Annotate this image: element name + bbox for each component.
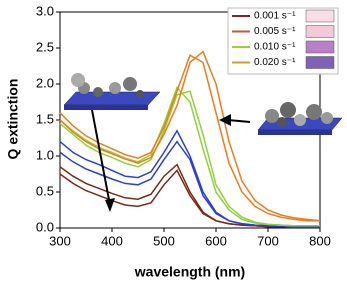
y-tick-label: 2.0 — [36, 75, 54, 90]
x-tick-label: 400 — [101, 233, 123, 248]
inset-left — [63, 73, 161, 110]
arrow — [227, 119, 251, 123]
legend-label: 0.010 s⁻¹ — [254, 42, 296, 53]
x-tick-label: 500 — [153, 233, 175, 248]
y-tick-label: 3.0 — [36, 3, 54, 18]
legend-swatch — [305, 56, 335, 69]
x-axis-label: wavelength (nm) — [134, 264, 245, 280]
x-tick-label: 300 — [49, 233, 71, 248]
series-line — [59, 50, 321, 222]
y-tick-label: 0.0 — [36, 219, 54, 234]
series-line — [59, 54, 320, 222]
y-tick-label: 2.5 — [36, 39, 54, 54]
y-axis-label: Q extinction — [5, 79, 21, 160]
y-tick-label: 0.5 — [36, 183, 54, 198]
series-line — [59, 140, 320, 228]
arrow-head — [219, 114, 231, 126]
legend-label: 0.005 s⁻¹ — [254, 26, 296, 37]
y-tick-label: 1.5 — [36, 111, 54, 126]
legend-swatch — [305, 25, 335, 38]
inset-right — [257, 102, 343, 135]
legend-swatch — [305, 40, 335, 54]
legend-label: 0.020 s⁻¹ — [254, 57, 296, 68]
y-tick-label: 1.0 — [36, 147, 54, 162]
series-line — [59, 169, 320, 229]
x-tick-label: 800 — [309, 233, 331, 248]
arrow-head — [105, 198, 115, 212]
series-line — [59, 86, 320, 227]
legend-swatch — [305, 9, 335, 23]
x-tick-label: 600 — [205, 233, 227, 248]
arrow — [91, 109, 111, 206]
legend-label: 0.001 s⁻¹ — [254, 11, 296, 22]
x-tick-label: 700 — [257, 233, 279, 248]
